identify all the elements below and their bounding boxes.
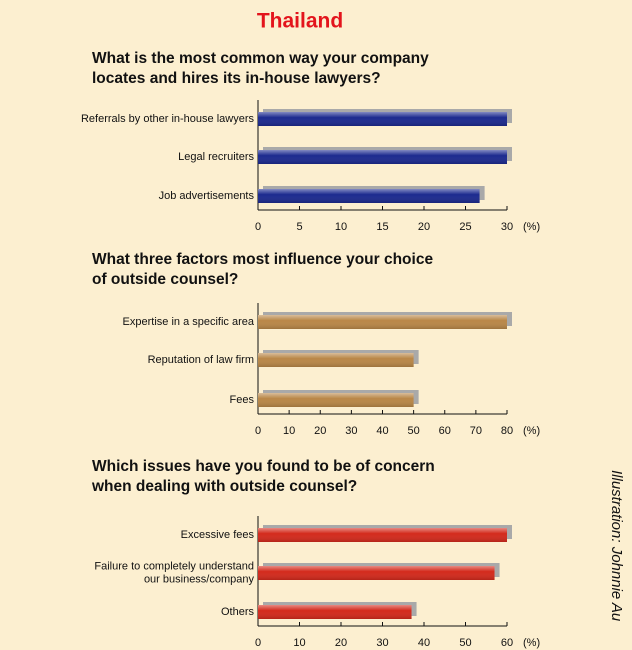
bar-gloss	[258, 393, 414, 407]
bar-gloss	[258, 353, 414, 367]
x-tick-label: 20	[335, 637, 347, 649]
x-tick-label: 10	[335, 221, 347, 233]
category-label: Failure to completely understand our busi…	[94, 560, 254, 585]
x-tick-label: 0	[255, 425, 261, 437]
bar-gloss	[258, 112, 507, 126]
chart-title: Which issues have you found to be of con…	[91, 458, 435, 495]
bar-gloss	[258, 605, 412, 619]
x-axis-label: (%)	[523, 221, 540, 233]
bar-gloss	[258, 189, 480, 203]
credit: Illustration: Johnnie Au	[608, 470, 625, 622]
x-tick-label: 15	[376, 221, 388, 233]
x-tick-label: 70	[470, 425, 482, 437]
category-label: Legal recruiters	[178, 151, 254, 163]
bar-gloss	[258, 566, 495, 580]
x-tick-label: 0	[255, 221, 261, 233]
category-label: Fees	[230, 394, 255, 406]
x-tick-label: 10	[283, 425, 295, 437]
x-tick-label: 30	[501, 221, 513, 233]
x-tick-label: 60	[501, 637, 513, 649]
bar-gloss	[258, 150, 507, 164]
category-label: Excessive fees	[181, 529, 255, 541]
x-tick-label: 30	[345, 425, 357, 437]
x-tick-label: 50	[408, 425, 420, 437]
x-tick-label: 40	[376, 425, 388, 437]
x-tick-label: 10	[293, 637, 305, 649]
x-tick-label: 80	[501, 425, 513, 437]
x-tick-label: 20	[418, 221, 430, 233]
category-label: Others	[221, 606, 255, 618]
bar-gloss	[258, 315, 507, 329]
category-label: Referrals by other in-house lawyers	[81, 113, 255, 125]
x-axis-label: (%)	[523, 637, 540, 649]
x-tick-label: 40	[418, 637, 430, 649]
category-label: Reputation of law firm	[148, 354, 254, 366]
x-tick-label: 25	[459, 221, 471, 233]
bar-gloss	[258, 528, 507, 542]
chart-title: What three factors most influence your c…	[92, 251, 433, 288]
chart-title: What is the most common way your company…	[92, 50, 429, 87]
category-label: Job advertisements	[159, 190, 255, 202]
x-tick-label: 60	[439, 425, 451, 437]
x-tick-label: 0	[255, 637, 261, 649]
x-tick-label: 20	[314, 425, 326, 437]
x-tick-label: 50	[459, 637, 471, 649]
x-tick-label: 5	[296, 221, 302, 233]
category-label: Expertise in a specific area	[123, 316, 255, 328]
x-tick-label: 30	[376, 637, 388, 649]
x-axis-label: (%)	[523, 425, 540, 437]
page-title: Thailand	[257, 10, 343, 33]
